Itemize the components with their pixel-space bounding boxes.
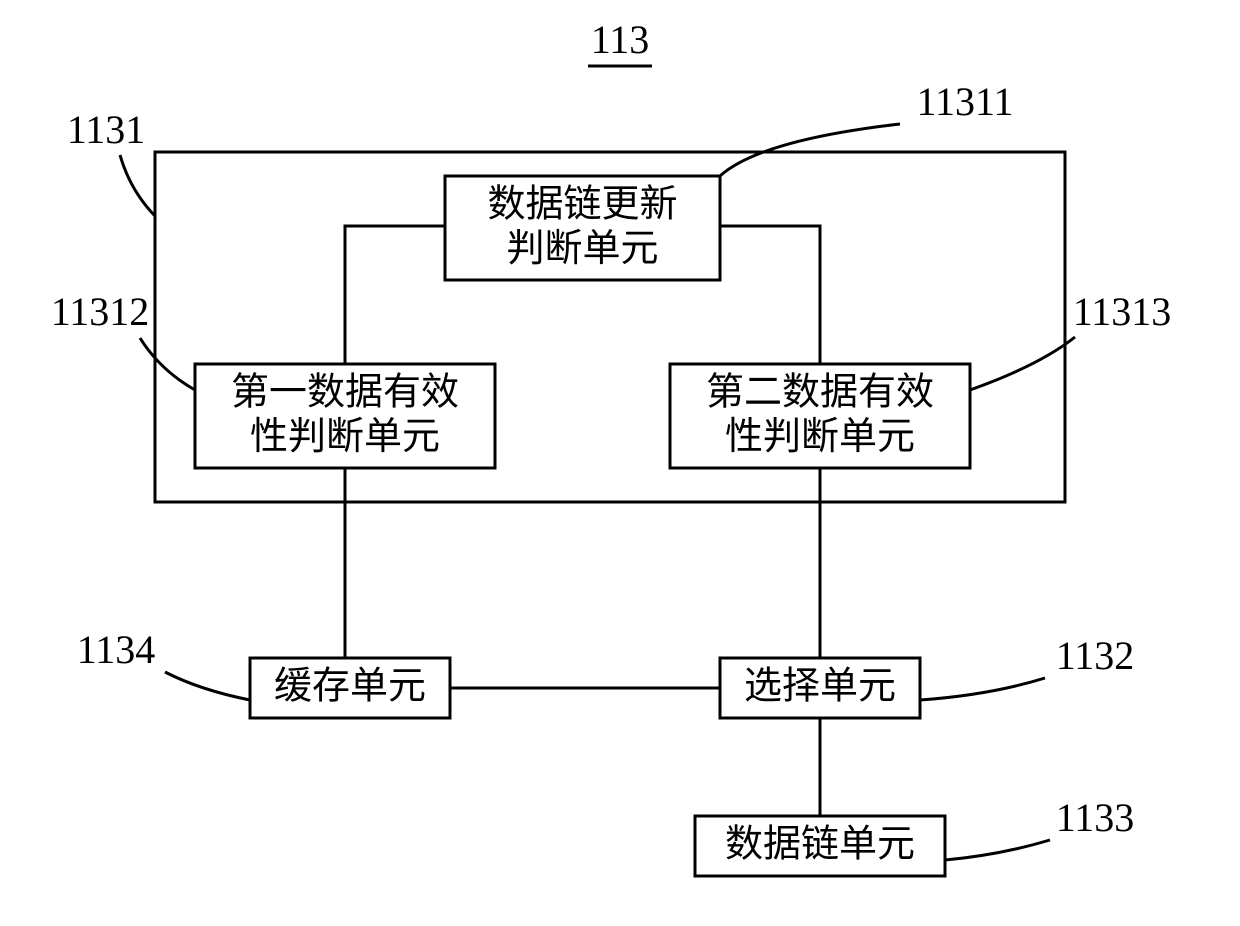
callout-label: 1132 <box>1056 633 1135 678</box>
block-label: 第一数据有效 <box>231 371 459 413</box>
block-label: 第二数据有效 <box>706 371 934 413</box>
block-label: 性判断单元 <box>250 416 440 458</box>
figure-number: 113 <box>591 17 650 62</box>
callout-label: 11312 <box>51 289 150 334</box>
callout-label: 1134 <box>77 627 156 672</box>
callout-leader <box>120 155 155 216</box>
block-label: 缓存单元 <box>274 666 426 708</box>
callout-label: 11313 <box>1073 289 1172 334</box>
block-label: 判断单元 <box>506 228 658 270</box>
callout-label: 1131 <box>67 107 146 152</box>
block-label: 数据链单元 <box>725 824 915 866</box>
block-label: 选择单元 <box>744 666 896 708</box>
block-label: 性判断单元 <box>725 416 915 458</box>
diagram-canvas: 113数据链更新判断单元第一数据有效性判断单元第二数据有效性判断单元缓存单元选择… <box>0 0 1240 926</box>
block-label: 数据链更新 <box>487 183 677 225</box>
callout-leader <box>165 672 250 700</box>
callout-leader <box>945 840 1050 860</box>
callout-label: 1133 <box>1056 795 1135 840</box>
callout-label: 11311 <box>916 79 1013 124</box>
callout-leader <box>920 678 1045 700</box>
